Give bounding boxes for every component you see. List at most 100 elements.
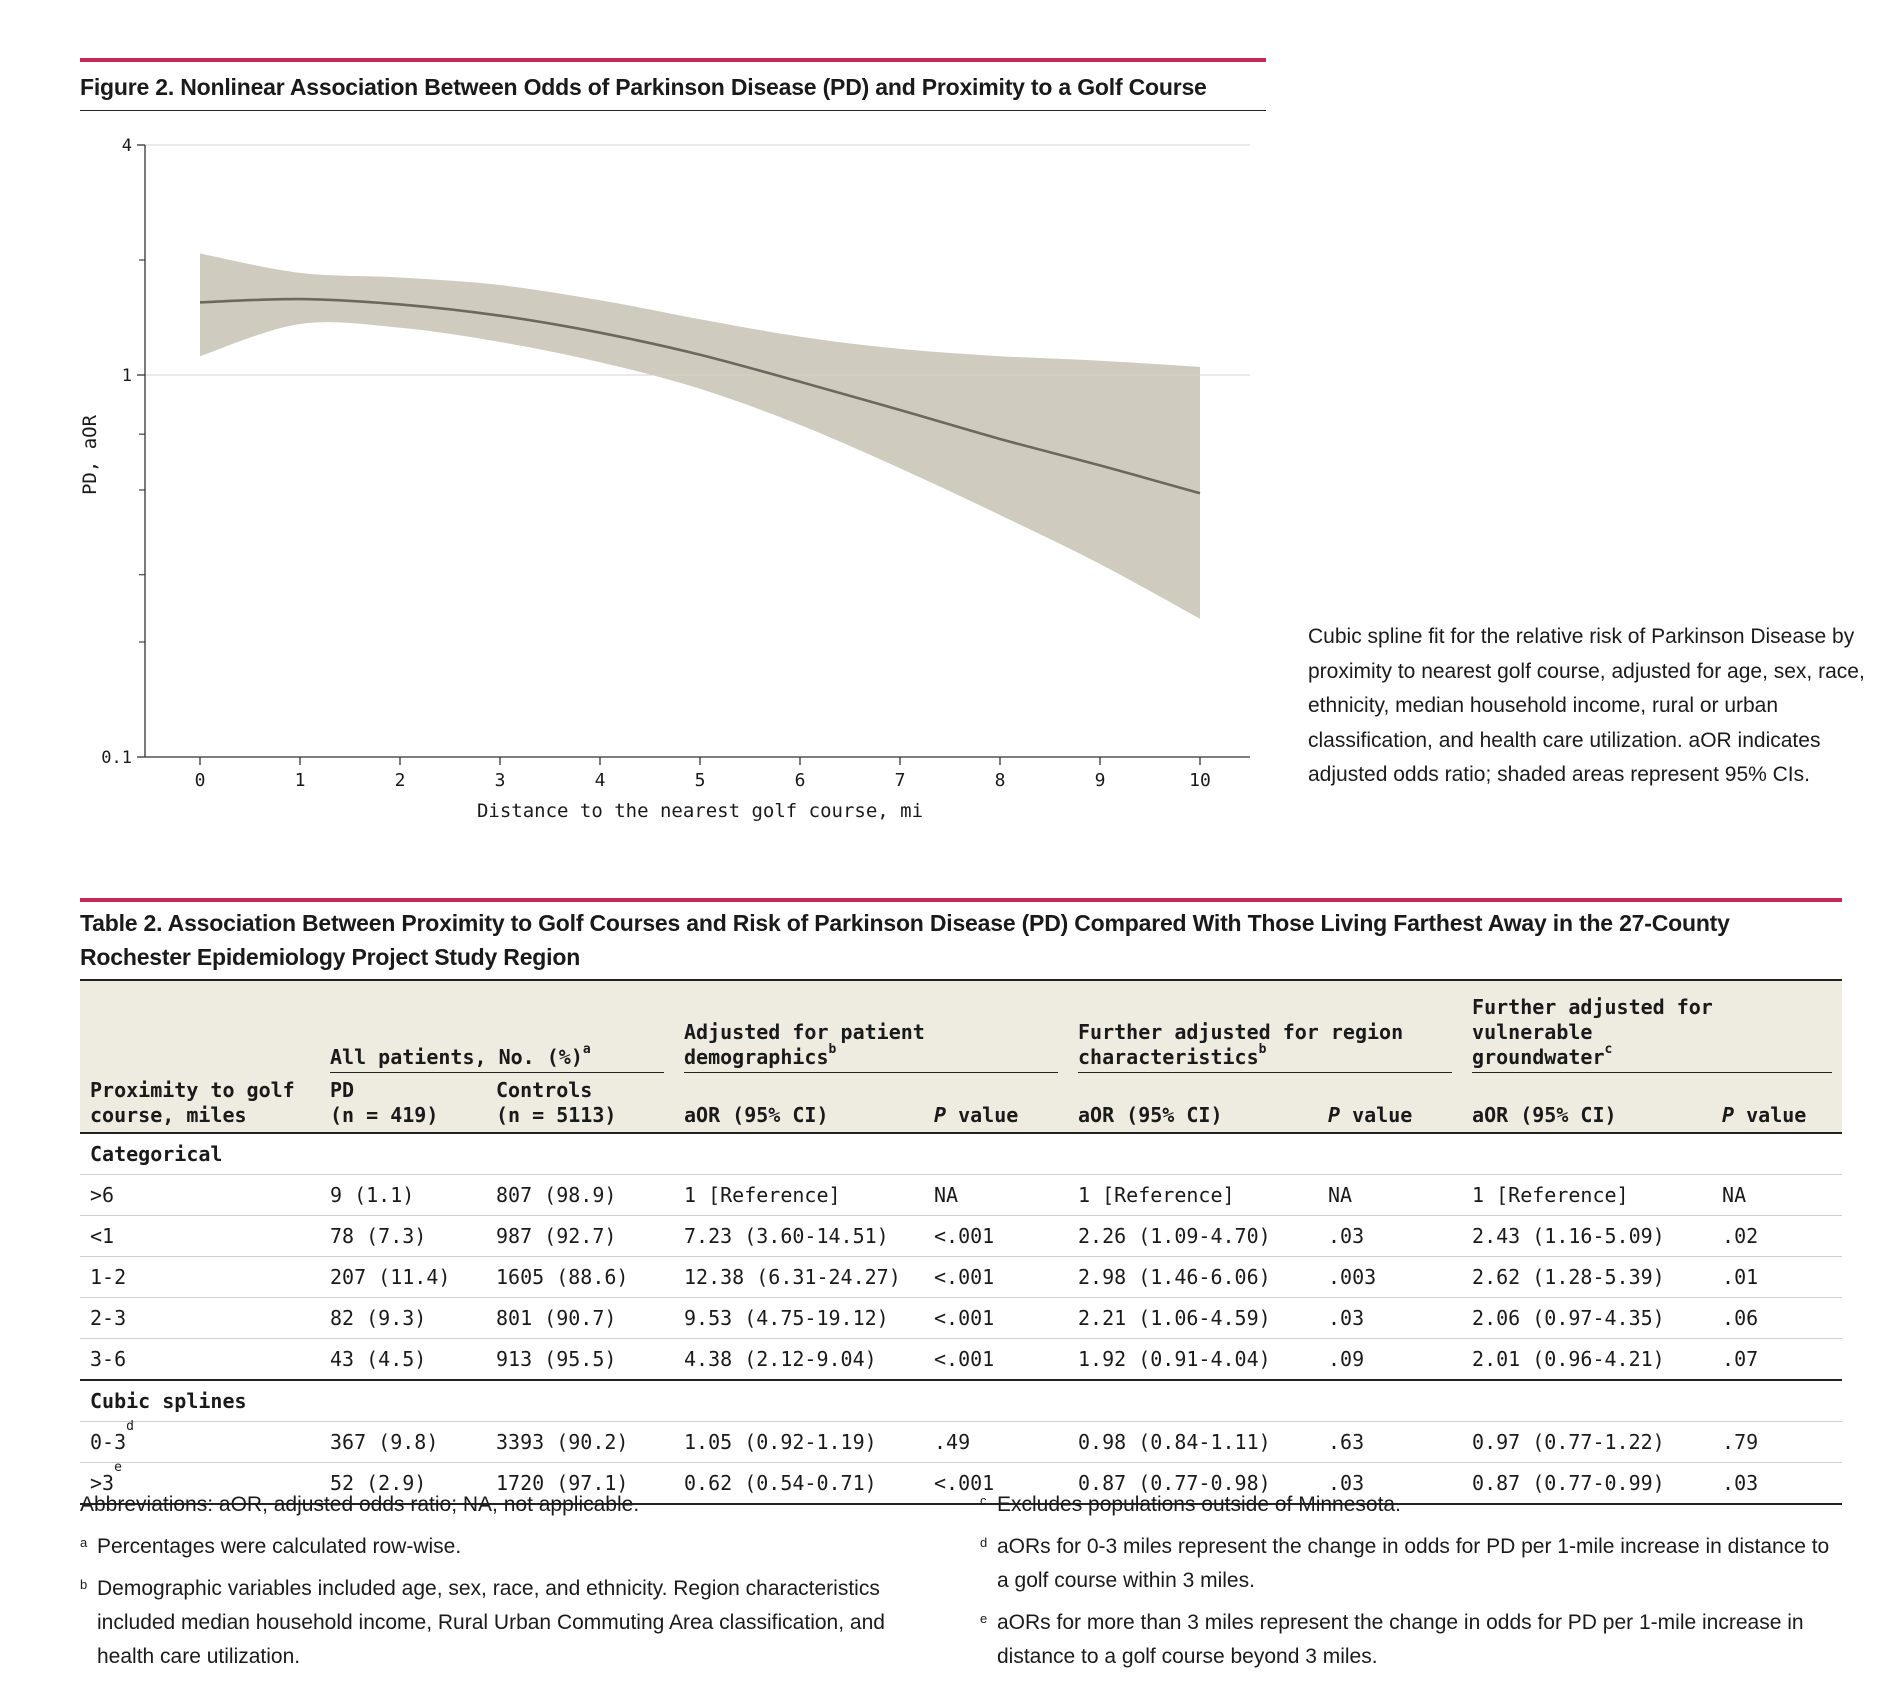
cell-prox: 3-6	[80, 1338, 320, 1380]
cell-prox: >6	[80, 1174, 320, 1216]
x-tick-label: 0	[195, 770, 206, 791]
cell-prox: 1-2	[80, 1256, 320, 1298]
spline-chart: 0.1 1 4 0 1 2 3 4 5 6 7 8 9 10 Distance to the neares…	[79, 136, 1250, 822]
results-table: All patients, No. (%)a Adjusted for pati…	[80, 979, 1843, 1505]
cell-pd: 9 (1.1)	[320, 1174, 486, 1216]
footnote-c: c Excludes populations outside of Minneso…	[980, 1493, 1401, 1516]
footnote-a: a Percentages were calculated row-wise.	[80, 1535, 462, 1558]
y-tick-label: 1	[122, 366, 132, 386]
cell-pd: 367 (9.8)	[320, 1421, 486, 1463]
cell-aor1: 4.38 (2.12-9.04)	[674, 1338, 925, 1380]
footnote-b: b Demographic variables included age, sex…	[80, 1577, 885, 1668]
cell-pd: 43 (4.5)	[320, 1338, 486, 1380]
cell-p3: .79	[1712, 1421, 1843, 1463]
cell-ctrl: 987 (92.7)	[486, 1215, 675, 1257]
cell-aor2: 1.92 (0.91-4.04)	[1068, 1338, 1319, 1380]
cell-pd: 78 (7.3)	[320, 1215, 486, 1257]
cell-aor2: 0.87 (0.77-0.98)	[1068, 1462, 1319, 1505]
cell-pd: 207 (11.4)	[320, 1256, 486, 1298]
cell-p2: .03	[1318, 1297, 1463, 1339]
cell-ctrl: 3393 (90.2)	[486, 1421, 675, 1463]
footnote-abbreviations: Abbreviations: aOR, adjusted odds ratio;…	[80, 1493, 640, 1516]
figure-caption: Cubic spline fit for the relative risk o…	[1308, 625, 1865, 786]
figure-title-rule	[80, 110, 1266, 111]
table-row: >6 9 (1.1) 807 (98.9) 1 [Reference] NA 1 [Ref…	[80, 1174, 1843, 1216]
cell-aor1: 0.62 (0.54-0.71)	[674, 1462, 925, 1505]
header-empty	[80, 980, 320, 1072]
x-tick-label: 3	[495, 770, 506, 791]
aor-line	[199, 297, 1201, 495]
col-p-1: P value	[934, 1103, 1019, 1127]
x-tick-label: 10	[1189, 770, 1211, 791]
cell-aor3: 2.62 (1.28-5.39)	[1462, 1256, 1713, 1298]
cell-p1: <.001	[924, 1338, 1069, 1380]
col-p-3: P value	[1722, 1103, 1807, 1127]
figure-top-rule	[80, 58, 1266, 62]
col-p-2: P value	[1328, 1103, 1413, 1127]
cell-prox: 2-3	[80, 1297, 320, 1339]
footnote-d: d aORs for 0-3 miles represent the change…	[980, 1535, 1830, 1592]
cell-pd: 82 (9.3)	[320, 1297, 486, 1339]
cell-pd: 52 (2.9)	[320, 1462, 486, 1505]
footnote-e: e aORs for more than 3 miles represent th…	[980, 1611, 1804, 1668]
cell-p2: NA	[1318, 1174, 1463, 1216]
col-proximity: Proximity to golf course, miles	[90, 1078, 295, 1127]
footnotes-left: Abbreviations: aOR, adjusted odds ratio;…	[80, 1488, 920, 1682]
cell-p3: .02	[1712, 1215, 1843, 1257]
results-table-wrapper: All patients, No. (%)a Adjusted for pati…	[80, 979, 1843, 1505]
cell-ctrl: 1605 (88.6)	[486, 1256, 675, 1298]
cell-p2: .003	[1318, 1256, 1463, 1298]
x-tick-label: 5	[695, 770, 706, 791]
x-tick-label: 2	[395, 770, 406, 791]
cell-aor2: 2.98 (1.46-6.06)	[1068, 1256, 1319, 1298]
header-region: Further adjusted for region characteristi…	[1068, 980, 1462, 1072]
y-tick-label: 4	[122, 136, 132, 156]
cell-ctrl: 913 (95.5)	[486, 1338, 675, 1380]
table-group-header-row: All patients, No. (%)a Adjusted for pati…	[80, 980, 1843, 1072]
cell-p1: .49	[924, 1421, 1069, 1463]
cell-p1: <.001	[924, 1215, 1069, 1257]
cell-p1: NA	[924, 1174, 1069, 1216]
table-row: 1-2 207 (11.4) 1605 (88.6) 12.38 (6.31-24.2…	[80, 1256, 1843, 1298]
cell-aor3: 2.43 (1.16-5.09)	[1462, 1215, 1713, 1257]
x-tick-label: 4	[595, 770, 606, 791]
cell-p3: .07	[1712, 1338, 1843, 1380]
table-title: Table 2. Association Between Proximity t…	[80, 910, 1730, 970]
cell-p1: <.001	[924, 1297, 1069, 1339]
cell-aor2: 1 [Reference]	[1068, 1174, 1319, 1216]
table-top-rule	[80, 898, 1842, 902]
confidence-band	[200, 253, 1200, 619]
cell-p1: <.001	[924, 1256, 1069, 1298]
y-tick-label: 0.1	[101, 748, 132, 768]
cell-ctrl: 1720 (97.1)	[486, 1462, 675, 1505]
cell-aor1: 1 [Reference]	[674, 1174, 925, 1216]
cell-p2: .03	[1318, 1215, 1463, 1257]
cell-p3: .03	[1712, 1462, 1843, 1505]
col-aor-2: aOR (95% CI)	[1078, 1103, 1223, 1127]
section-label: Categorical	[80, 1132, 1843, 1175]
x-tick-label: 8	[995, 770, 1006, 791]
footnotes-right: c Excludes populations outside of Minneso…	[980, 1488, 1842, 1682]
cell-aor1: 9.53 (4.75-19.12)	[674, 1297, 925, 1339]
header-all-patients: All patients, No. (%)a	[320, 980, 674, 1072]
x-tick-label: 1	[295, 770, 306, 791]
table-row: 0-3d 367 (9.8) 3393 (90.2) 1.05 (0.92-1.19)…	[80, 1420, 1843, 1463]
cell-aor3: 2.01 (0.96-4.21)	[1462, 1338, 1713, 1380]
col-aor-1: aOR (95% CI)	[684, 1103, 829, 1127]
table-row: <1 78 (7.3) 987 (92.7) 7.23 (3.60-14.51) <.0…	[80, 1215, 1843, 1257]
cell-p3: NA	[1712, 1174, 1843, 1216]
cell-aor1: 1.05 (0.92-1.19)	[674, 1421, 925, 1463]
cell-p2: .09	[1318, 1338, 1463, 1380]
cell-aor3: 2.06 (0.97-4.35)	[1462, 1297, 1713, 1339]
cell-aor1: 7.23 (3.60-14.51)	[674, 1215, 925, 1257]
cell-aor3: 1 [Reference]	[1462, 1174, 1713, 1216]
section-label: Cubic splines	[80, 1379, 1843, 1422]
y-axis-label: PD, aOR	[79, 414, 101, 495]
cell-p3: .06	[1712, 1297, 1843, 1339]
x-axis-label: Distance to the nearest golf course, mi	[477, 800, 923, 822]
cell-aor3: 0.97 (0.77-1.22)	[1462, 1421, 1713, 1463]
table-body: Categorical >6 9 (1.1) 807 (98.9) 1 [Referen…	[80, 1132, 1843, 1505]
x-tick-label: 7	[895, 770, 906, 791]
cell-prox: <1	[80, 1215, 320, 1257]
cell-p2: .63	[1318, 1421, 1463, 1463]
